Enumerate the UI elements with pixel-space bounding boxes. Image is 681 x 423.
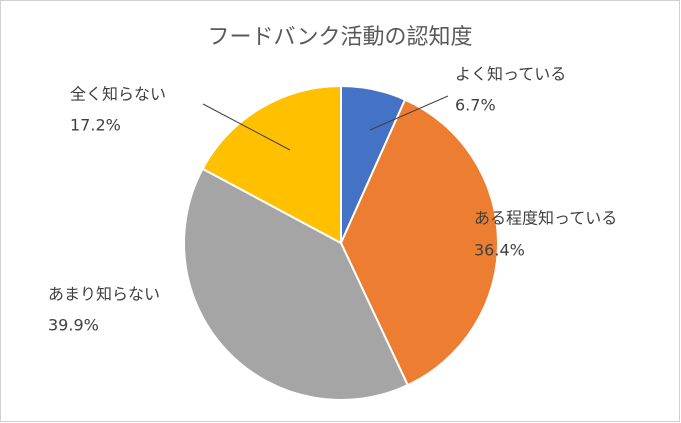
pie	[183, 84, 499, 401]
data-label-value: 6.7%	[455, 96, 496, 115]
data-label-value: 17.2%	[70, 116, 121, 135]
leader-line	[369, 95, 449, 131]
data-label-name: あまり知らない	[48, 285, 160, 304]
chart-title: フードバンク活動の認知度	[207, 25, 472, 50]
pie-slice	[201, 84, 342, 245]
leader-line	[202, 103, 291, 151]
data-label-name: 全く知らない	[70, 85, 166, 104]
data-label-name: よく知っている	[455, 65, 566, 84]
data-label-value: 36.4%	[474, 241, 525, 260]
pie-slice	[183, 167, 410, 401]
data-label-name: ある程度知っている	[474, 209, 617, 228]
pie-slice	[339, 98, 499, 387]
data-label-value: 39.9%	[48, 316, 99, 335]
